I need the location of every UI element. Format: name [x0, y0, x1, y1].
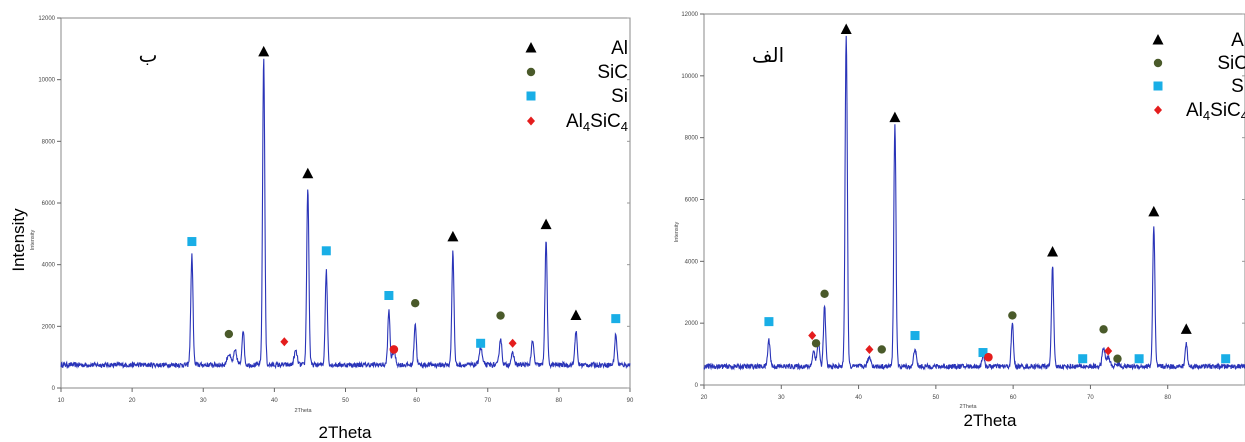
- x-axis-label-small: 2Theta: [959, 404, 977, 410]
- peak-marker-sic: [1008, 311, 1017, 320]
- legend-symbol-sic: [1153, 58, 1163, 68]
- x-tick-label: 20: [129, 398, 136, 404]
- panel-label: ب: [139, 43, 158, 67]
- y-tick-label: 0: [52, 386, 56, 392]
- y-tick-label: 4000: [42, 263, 56, 269]
- peak-marker-al: [1148, 205, 1160, 217]
- x-tick-label: 20: [701, 395, 708, 401]
- xrd-pattern-line: [60, 58, 631, 370]
- peak-marker-si: [1078, 354, 1088, 364]
- xrd-panel-1: 10 20 30 40 50 60 70 80 90 0 2000 4000 6000 8000 10000…: [9, 16, 634, 442]
- y-axis-label-small: Intensity: [674, 222, 680, 243]
- legend-label-al: Al: [611, 38, 628, 59]
- legend-label-sic: SiC: [597, 62, 628, 83]
- legend-symbol-al4sic4: [527, 116, 535, 126]
- x-axis-label: 2Theta: [964, 411, 1017, 430]
- x-tick-label: 50: [933, 395, 940, 401]
- y-tick-label: 8000: [685, 136, 699, 142]
- legend-label-si: Si: [1231, 76, 1245, 97]
- legend-label-al: Al: [1231, 30, 1245, 51]
- peak-marker-sic: [411, 299, 420, 308]
- y-axis-label: Intensity: [9, 208, 28, 272]
- x-tick-label: 60: [1010, 395, 1017, 401]
- x-tick-label: 60: [413, 398, 420, 404]
- peak-marker-al4sic4: [865, 344, 874, 354]
- peak-marker-al4sic4: [508, 338, 517, 348]
- legend-label-al4sic4: Al4SiC4: [1186, 100, 1245, 123]
- x-tick-label: 30: [200, 398, 207, 404]
- x-tick-label: 80: [556, 398, 563, 404]
- y-tick-label: 12000: [681, 12, 698, 18]
- peak-marker-si: [187, 237, 197, 247]
- x-tick-label: 50: [342, 398, 349, 404]
- xrd-panel-2: 20 30 40 50 60 70 80 0 2000 4000 6000 8000 10000 1200…: [674, 12, 1245, 430]
- peak-marker-si: [611, 314, 621, 324]
- legend-symbol-al: [1152, 34, 1164, 45]
- peak-marker-si: [1221, 354, 1231, 364]
- legend-symbol-al4sic4: [1154, 105, 1162, 115]
- y-tick-label: 6000: [42, 201, 56, 207]
- peak-marker-al: [1180, 323, 1192, 334]
- x-axis-label-small: 2Theta: [294, 408, 312, 414]
- peak-marker-sic: [224, 329, 234, 339]
- peak-marker-al: [889, 111, 901, 123]
- y-tick-label: 10000: [681, 74, 698, 80]
- peak-marker-al: [258, 45, 270, 57]
- xrd-pattern-line: [703, 35, 1245, 371]
- peak-marker-al: [302, 167, 314, 179]
- peak-marker-si: [1134, 354, 1144, 364]
- peak-marker-al: [570, 309, 582, 321]
- peak-marker-al: [840, 23, 852, 34]
- y-tick-label: 4000: [685, 259, 699, 265]
- y-tick-label: 6000: [685, 198, 699, 204]
- x-tick-label: 40: [855, 395, 862, 401]
- peak-marker-si: [384, 291, 394, 300]
- x-tick-label: 10: [58, 398, 65, 404]
- legend-symbol-al: [525, 42, 537, 53]
- x-tick-label: 70: [484, 398, 491, 404]
- legend-label-si: Si: [611, 86, 628, 107]
- y-tick-label: 8000: [42, 139, 56, 145]
- x-tick-label: 80: [1164, 395, 1171, 401]
- peak-marker-si: [978, 348, 988, 358]
- legend-symbol-sic: [526, 67, 536, 77]
- peak-marker-si: [764, 317, 774, 327]
- y-tick-label: 2000: [685, 321, 699, 327]
- legend-symbol-si: [1153, 81, 1163, 91]
- panel-label: الف: [752, 43, 784, 67]
- peak-marker-al4sic4: [984, 352, 993, 362]
- peak-marker-al4sic4: [280, 337, 289, 347]
- peak-marker-sic: [496, 311, 505, 320]
- peak-marker-sic: [1113, 354, 1122, 363]
- peak-marker-si: [321, 246, 331, 256]
- peak-marker-sic: [820, 289, 829, 298]
- peak-marker-al4sic4: [389, 345, 399, 354]
- peak-marker-al: [1047, 246, 1059, 257]
- peak-marker-al: [447, 230, 459, 242]
- peak-marker-al4sic4: [808, 331, 817, 341]
- peak-marker-al: [540, 218, 552, 230]
- x-tick-label: 40: [271, 398, 278, 404]
- x-tick-label: 70: [1087, 395, 1094, 401]
- y-tick-label: 2000: [42, 324, 56, 330]
- y-tick-label: 0: [695, 383, 699, 389]
- plot-frame: [703, 13, 1245, 386]
- legend-label-sic: SiC: [1217, 53, 1245, 74]
- peak-marker-si: [910, 331, 920, 341]
- x-tick-label: 30: [778, 395, 785, 401]
- legend-symbol-si: [526, 91, 536, 101]
- x-axis-label: 2Theta: [319, 423, 372, 442]
- legend-label-al4sic4: Al4SiC4: [566, 111, 628, 134]
- peak-marker-sic: [1099, 325, 1108, 334]
- y-axis-label-small: Intensity: [30, 230, 36, 251]
- peak-marker-sic: [811, 339, 821, 348]
- peak-marker-al4sic4: [1104, 346, 1113, 356]
- y-tick-label: 12000: [38, 16, 55, 22]
- peak-marker-sic: [877, 345, 886, 354]
- x-tick-label: 90: [627, 398, 634, 404]
- peak-marker-si: [476, 338, 486, 348]
- y-tick-label: 10000: [38, 78, 55, 84]
